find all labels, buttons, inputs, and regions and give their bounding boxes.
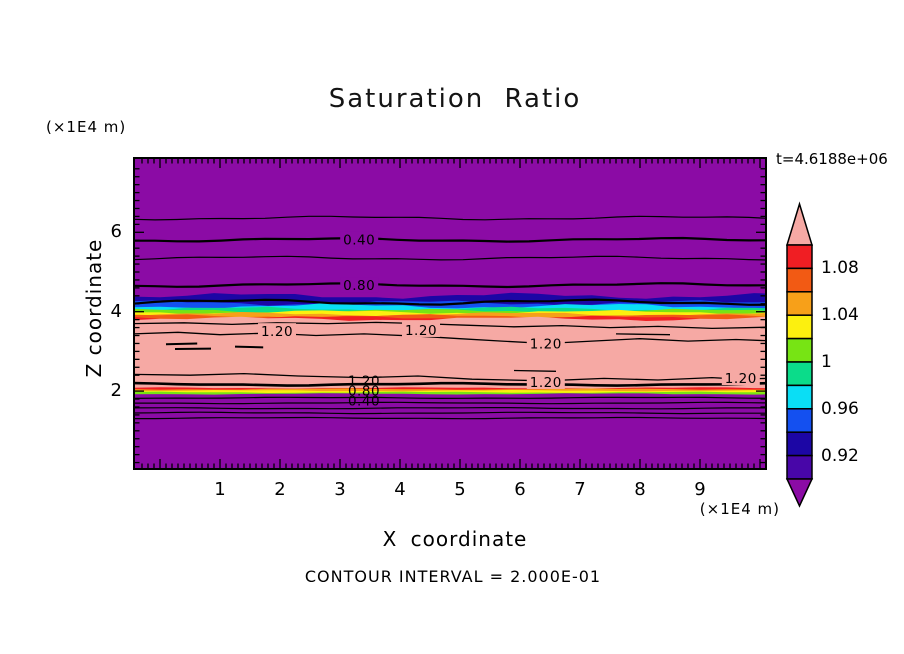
contour-line bbox=[133, 411, 767, 415]
contour-label: 1.20 bbox=[721, 369, 760, 387]
contour-meander bbox=[615, 333, 671, 336]
contour-label: 0.40 bbox=[348, 393, 380, 409]
colorbar-segment-blue bbox=[786, 408, 813, 433]
contour-label: 0.80 bbox=[340, 277, 379, 294]
contour-line bbox=[133, 298, 767, 306]
contour-line bbox=[133, 282, 767, 289]
x-axis-title: X coordinate bbox=[382, 527, 528, 551]
colorbar-svg bbox=[785, 201, 814, 508]
contour-meander bbox=[133, 331, 767, 345]
x-tick-label-3: 3 bbox=[334, 479, 346, 500]
contour-label: 1.20 bbox=[402, 321, 440, 339]
svg-text:1.20: 1.20 bbox=[405, 323, 437, 339]
z-tick-label-4: 4 bbox=[110, 300, 122, 322]
contour-plot-svg: 0.400.801.20 1.201.201.20 1.201.200.800.40 bbox=[133, 157, 767, 470]
contour-meander bbox=[133, 321, 767, 330]
colorbar-segment-indigo bbox=[786, 454, 813, 480]
svg-text:1.20: 1.20 bbox=[530, 375, 562, 391]
z-tick-label-2: 2 bbox=[110, 380, 122, 402]
colorbar-label-0.92: 0.92 bbox=[821, 445, 859, 466]
svg-text:1.20: 1.20 bbox=[725, 371, 757, 387]
colorbar-segment-orangered bbox=[786, 267, 813, 293]
time-stamp-label: t=4.6188e+06 bbox=[776, 150, 888, 168]
plot-title: Saturation Ratio bbox=[328, 84, 582, 114]
contour-line bbox=[133, 396, 767, 400]
fill-band-purple bbox=[133, 393, 767, 470]
x-tick-label-1: 1 bbox=[214, 479, 226, 500]
contour-label: 1.20 bbox=[348, 374, 380, 390]
x-tick-label-9: 9 bbox=[694, 479, 706, 500]
svg-text:0.40: 0.40 bbox=[343, 233, 375, 249]
colorbar-arrow-top bbox=[785, 201, 814, 246]
contour-line bbox=[133, 381, 767, 387]
colorbar-label-1.08: 1.08 bbox=[821, 258, 859, 279]
colorbar-segment-chartreuse bbox=[786, 337, 813, 363]
x-tick-label-7: 7 bbox=[574, 479, 586, 500]
colorbar bbox=[784, 198, 818, 512]
colorbar-label-1: 1 bbox=[821, 352, 832, 372]
y-axis-unit-label: (×1E4 m) bbox=[46, 118, 127, 136]
x-tick-label-8: 8 bbox=[634, 479, 646, 500]
contour-meander bbox=[133, 372, 767, 382]
svg-text:1.20: 1.20 bbox=[261, 324, 293, 340]
colorbar-segment-yellow bbox=[786, 314, 813, 340]
contour-meander bbox=[513, 369, 557, 372]
colorbar-arrow-bottom bbox=[785, 478, 814, 508]
svg-text:0.40: 0.40 bbox=[348, 393, 380, 409]
axis-ticks bbox=[135, 159, 765, 468]
x-tick-label-6: 6 bbox=[514, 479, 526, 500]
x-tick-label-2: 2 bbox=[274, 479, 286, 500]
svg-text:0.80: 0.80 bbox=[343, 278, 375, 294]
contour-meander bbox=[234, 345, 264, 349]
svg-text:1.20: 1.20 bbox=[530, 337, 562, 353]
contour-label: 0.40 bbox=[340, 231, 379, 249]
contour-line bbox=[133, 236, 767, 243]
z-tick-label-6: 6 bbox=[110, 221, 122, 243]
contour-line bbox=[133, 407, 767, 410]
contour-label: 0.80 bbox=[348, 384, 380, 400]
contour-line bbox=[133, 255, 767, 261]
colorbar-segment-cyan bbox=[786, 384, 813, 410]
colorbar-label-1.04: 1.04 bbox=[821, 305, 859, 326]
x-tick-label-4: 4 bbox=[394, 479, 406, 500]
contour-line bbox=[133, 416, 767, 420]
x-tick-label-5: 5 bbox=[454, 479, 466, 500]
contour-label: 1.20 bbox=[258, 323, 296, 340]
colorbar-segment-orange bbox=[786, 291, 813, 316]
svg-text:0.80: 0.80 bbox=[348, 384, 380, 400]
contour-label: 1.20 bbox=[526, 373, 565, 391]
contour-meander bbox=[165, 342, 198, 346]
colorbar-segment-red bbox=[786, 244, 813, 270]
contour-plot-area: 0.40 0.80 1.20 1.20 1.20 1.20 1.20 1.20 0.80 0.40 bbox=[133, 157, 767, 470]
colorbar-segment-springgreen bbox=[786, 361, 813, 387]
contour-line bbox=[133, 215, 767, 221]
contour-line bbox=[133, 401, 767, 405]
contour-label: 1.20 bbox=[526, 335, 565, 353]
colorbar-segment-navy bbox=[786, 431, 813, 457]
svg-text:1.20: 1.20 bbox=[348, 374, 380, 390]
x-axis-unit-label: (×1E4 m) bbox=[699, 500, 780, 518]
colorbar-label-0.96: 0.96 bbox=[821, 398, 859, 419]
plot-frame bbox=[133, 157, 767, 470]
contour-interval-note: CONTOUR INTERVAL = 2.000E-01 bbox=[304, 567, 602, 586]
